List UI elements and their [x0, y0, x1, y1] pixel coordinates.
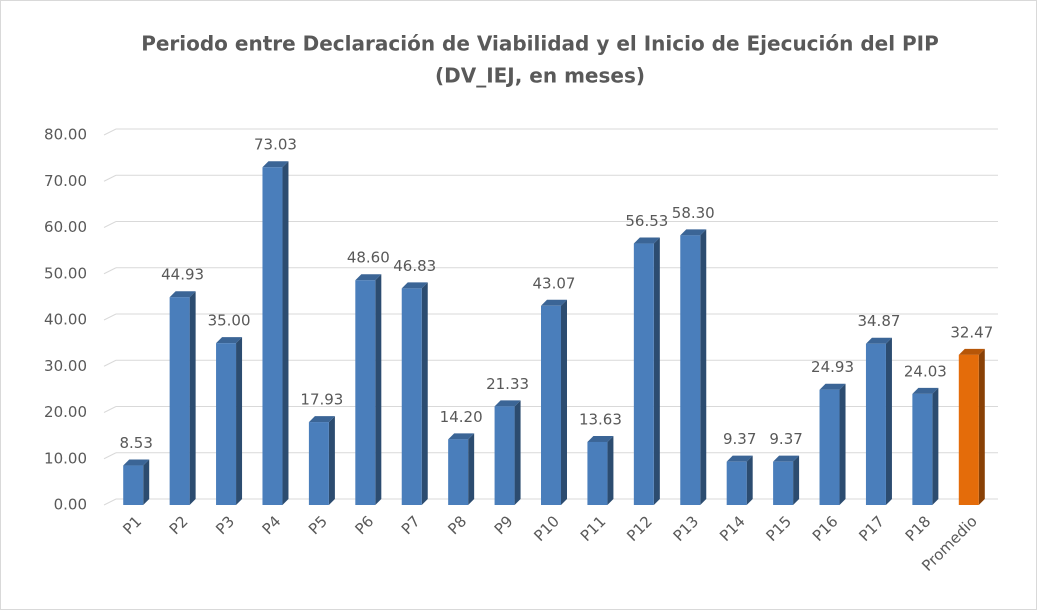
- grid-line-side: [103, 128, 117, 136]
- data-label: 32.47: [950, 323, 993, 341]
- data-label: 73.03: [254, 136, 297, 154]
- bar-side: [839, 383, 846, 505]
- bar: [912, 393, 933, 505]
- bar-top: [680, 229, 707, 236]
- bar: [726, 461, 747, 505]
- bar-top: [355, 274, 382, 281]
- y-tick-label: 40.00: [44, 311, 87, 329]
- bar: [216, 343, 237, 505]
- bar-side: [514, 400, 521, 505]
- bar-side: [143, 459, 150, 505]
- bar-top: [865, 337, 892, 344]
- grid-line-side: [103, 452, 117, 460]
- bar-side: [282, 161, 289, 505]
- bar: [680, 235, 701, 506]
- grid-line-side: [103, 313, 117, 321]
- data-label: 56.53: [625, 212, 668, 230]
- grid-line-side: [103, 221, 117, 228]
- grid-line-side: [103, 498, 117, 506]
- bar: [587, 441, 608, 505]
- y-tick-label: 50.00: [44, 264, 87, 282]
- bar-side: [793, 455, 800, 505]
- data-label: 34.87: [857, 312, 900, 330]
- bar-side: [328, 416, 335, 505]
- data-label: 44.93: [161, 266, 204, 284]
- grid-line-side: [103, 359, 117, 367]
- bar: [123, 465, 144, 505]
- bar: [308, 422, 329, 505]
- data-label: 24.93: [811, 358, 854, 376]
- y-tick-label: 80.00: [44, 126, 87, 144]
- data-label: 14.20: [440, 408, 483, 426]
- bar: [541, 305, 561, 505]
- y-tick-label: 10.00: [44, 449, 87, 467]
- bar: [355, 280, 376, 505]
- bar-top: [401, 282, 428, 289]
- data-label: 35.00: [208, 312, 251, 330]
- data-label: 48.60: [347, 249, 390, 267]
- bar-side: [746, 455, 753, 505]
- bar: [401, 288, 422, 505]
- bar-side: [189, 291, 196, 505]
- bar-top: [587, 435, 614, 442]
- bar-side: [700, 229, 707, 506]
- bar: [773, 461, 794, 505]
- data-label: 46.83: [393, 257, 436, 275]
- bar-side: [607, 435, 614, 505]
- bar-top: [773, 455, 800, 462]
- bar: [262, 167, 283, 505]
- bar-top: [958, 348, 985, 355]
- data-label: 58.30: [672, 204, 715, 222]
- y-tick-label: 30.00: [44, 357, 87, 375]
- chart-title: Periodo entre Declaración de Viabilidad …: [141, 32, 939, 56]
- bar-top: [308, 416, 335, 423]
- bar-top: [123, 459, 150, 466]
- chart-subtitle: (DV_IEJ, en meses): [435, 64, 645, 88]
- y-tick-label: 60.00: [44, 218, 87, 236]
- bar-top: [216, 337, 243, 344]
- y-tick-label: 70.00: [44, 172, 87, 190]
- data-label: 21.33: [486, 375, 529, 393]
- grid-line-side: [103, 267, 117, 275]
- data-label: 13.63: [579, 410, 622, 428]
- data-label: 9.37: [723, 430, 756, 448]
- data-label: 24.03: [904, 362, 947, 380]
- y-tick-label: 0.00: [54, 496, 87, 514]
- y-tick-label: 20.00: [44, 403, 87, 421]
- bar-side: [653, 237, 660, 505]
- bar: [865, 343, 886, 505]
- bar: [633, 243, 654, 505]
- bar: [819, 389, 840, 505]
- bar-top: [726, 455, 753, 462]
- bar-side: [561, 299, 567, 505]
- bar-top: [262, 161, 289, 168]
- bar-top: [169, 291, 196, 298]
- bar-side: [236, 337, 243, 505]
- bar-top: [633, 237, 660, 244]
- bar-top: [912, 387, 939, 394]
- bar-top: [541, 299, 567, 306]
- data-label: 9.37: [769, 430, 802, 448]
- bar-side: [885, 337, 892, 505]
- bar-top: [448, 433, 475, 440]
- bar: [448, 439, 469, 505]
- bar-side: [375, 274, 382, 505]
- bar-top: [819, 383, 846, 390]
- bar: [169, 297, 190, 505]
- bar: [958, 354, 979, 505]
- data-label: 8.53: [120, 434, 153, 452]
- grid-line-side: [103, 174, 117, 182]
- bar: [494, 406, 515, 505]
- bar-top: [494, 400, 521, 407]
- bar-side: [932, 387, 939, 505]
- bar-side: [468, 433, 475, 505]
- bar-side: [978, 348, 985, 505]
- grid-line-side: [103, 406, 117, 413]
- data-label: 17.93: [300, 391, 343, 409]
- bar-side: [421, 282, 428, 505]
- data-label: 43.07: [533, 274, 576, 292]
